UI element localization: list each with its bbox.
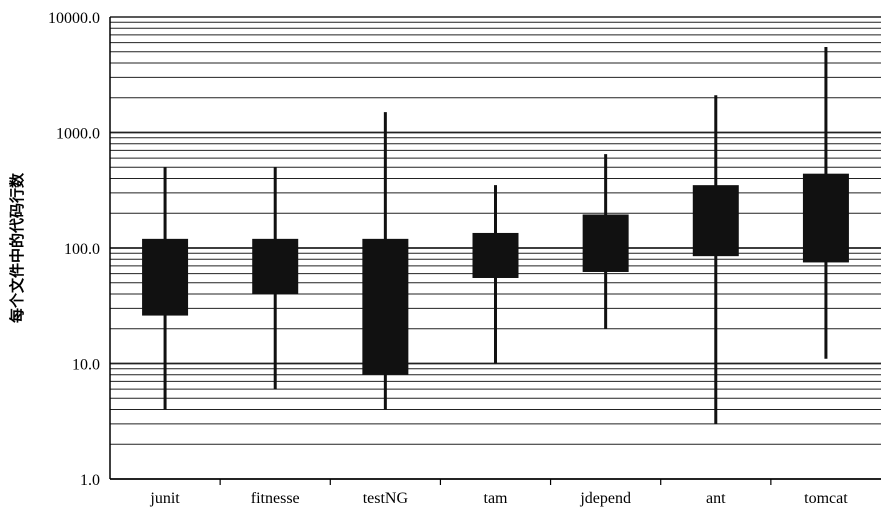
x-category-label: testNG xyxy=(363,490,409,507)
interquartile-box xyxy=(252,238,299,294)
y-tick-label: 100.0 xyxy=(64,241,100,258)
y-tick-label: 10000.0 xyxy=(48,10,100,27)
x-category-label: tomcat xyxy=(804,490,848,507)
interquartile-box xyxy=(472,232,519,278)
x-category-label: junit xyxy=(149,490,180,507)
box-jdepend xyxy=(582,154,629,329)
x-category-label: tam xyxy=(484,490,509,507)
box-tomcat xyxy=(802,46,849,359)
interquartile-box xyxy=(692,185,739,257)
y-tick-label: 1.0 xyxy=(80,472,100,489)
x-category-label: ant xyxy=(706,490,726,507)
interquartile-box xyxy=(582,214,629,272)
box-junit xyxy=(142,167,189,410)
x-category-label: fitnesse xyxy=(251,490,300,507)
x-category-labels: junit fitnesse testNG tam jdepend ant tomcat xyxy=(149,490,848,507)
box-testNG xyxy=(362,112,409,410)
box-ant xyxy=(692,95,739,424)
y-tick-label: 10.0 xyxy=(72,357,100,374)
y-axis-label: 每个文件中的代码行数 xyxy=(8,172,26,323)
interquartile-box xyxy=(802,173,849,263)
boxes xyxy=(142,46,849,424)
y-tick-label: 1000.0 xyxy=(56,126,100,143)
box-fitnesse xyxy=(252,167,299,390)
interquartile-box xyxy=(362,238,409,375)
box-tam xyxy=(472,185,519,364)
y-tick-labels: 1.0 10.0 100.0 1000.0 10000.0 xyxy=(48,10,100,489)
interquartile-box xyxy=(142,238,189,316)
x-category-label: jdepend xyxy=(579,490,631,507)
axes xyxy=(109,17,881,485)
